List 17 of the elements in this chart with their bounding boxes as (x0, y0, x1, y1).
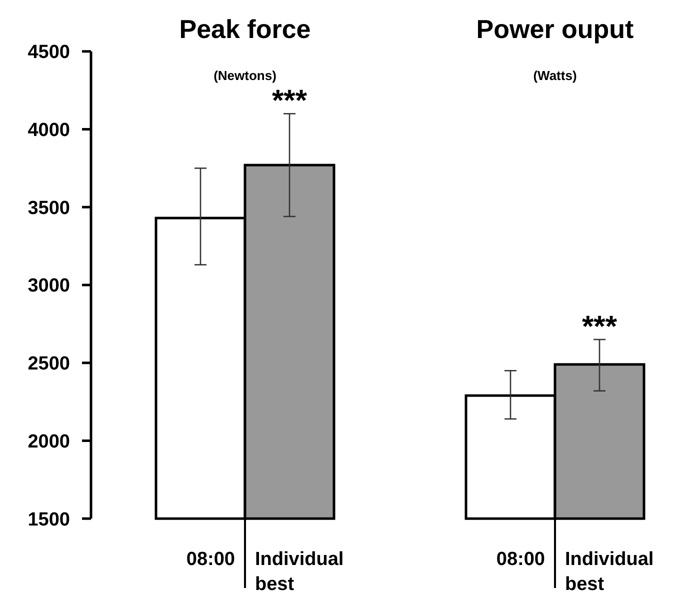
x-tick-label: 08:00 (496, 549, 545, 570)
y-tick-label: 2500 (28, 354, 70, 375)
chart-title: Power ouput (476, 14, 634, 44)
y-tick-label: 1500 (28, 509, 70, 530)
x-tick-label: Individual best (565, 549, 654, 595)
y-tick-label: 4500 (28, 42, 70, 64)
annotation: *** (582, 310, 618, 344)
y-tick-label: 2000 (28, 431, 70, 452)
text: (Newtons) (214, 68, 276, 83)
x-tick-label: 08:00 (186, 549, 235, 570)
annotation: *** (272, 84, 308, 118)
y-tick-label: 3000 (28, 276, 70, 297)
text: (Watts) (533, 68, 577, 83)
chart-title: Peak force (179, 14, 311, 44)
y-tick-label: 3500 (28, 198, 70, 219)
x-tick-label: Individual best (255, 549, 344, 595)
y-tick-label: 4000 (28, 120, 70, 141)
